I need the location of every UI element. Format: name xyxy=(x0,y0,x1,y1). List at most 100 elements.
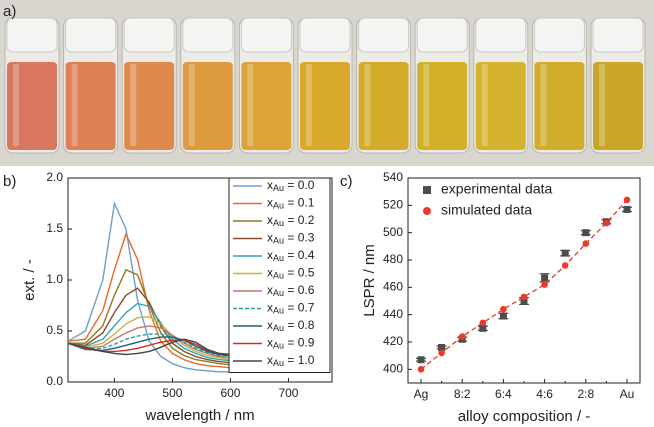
y-tick-label: 1.5 xyxy=(46,221,63,235)
y-tick-label: 420 xyxy=(383,334,403,348)
y-tick-label: 500 xyxy=(383,225,403,239)
trend-line xyxy=(420,199,628,370)
vial-liquid xyxy=(65,62,116,150)
legend-label: simulated data xyxy=(441,202,532,218)
vial-cap xyxy=(6,17,58,53)
x-axis-label: alloy composition / - xyxy=(458,408,591,425)
legend-label: xAu = 0.7 xyxy=(267,301,315,316)
panel-label: a) xyxy=(3,3,16,20)
vial-cap xyxy=(123,17,175,53)
data-point xyxy=(438,343,446,351)
x-axis-label: wavelength / nm xyxy=(144,407,254,424)
vial-cap xyxy=(475,17,527,53)
y-tick-label: 480 xyxy=(383,252,403,266)
y-axis-label: LSPR / nm xyxy=(361,244,378,317)
y-tick-label: 1.0 xyxy=(46,272,63,286)
vial-cap xyxy=(182,17,234,53)
y-tick-label: 520 xyxy=(383,198,403,212)
data-point xyxy=(520,293,528,301)
x-tick-label: 4:6 xyxy=(536,387,553,401)
legend-label: xAu = 0.3 xyxy=(267,231,315,246)
y-tick-label: 460 xyxy=(383,280,403,294)
vial-liquid xyxy=(241,62,292,150)
vial-shine xyxy=(599,64,605,146)
data-point xyxy=(417,366,425,373)
vial-shine xyxy=(130,64,137,146)
vial-liquid xyxy=(358,62,409,150)
x-tick-label: Ag xyxy=(414,387,429,401)
vial-photo xyxy=(4,17,646,154)
legend-marker xyxy=(423,186,431,194)
data-point xyxy=(623,196,631,204)
spectrum-line xyxy=(67,315,231,361)
legend-label: xAu = 0.0 xyxy=(267,178,315,193)
vial-cap xyxy=(65,17,117,53)
spectrum-line xyxy=(67,325,231,359)
data-point xyxy=(561,249,569,257)
vial-shine xyxy=(306,64,312,146)
vial-liquid xyxy=(7,62,57,150)
y-axis-label: ext. / - xyxy=(21,259,38,301)
panel-label: b) xyxy=(3,173,16,190)
data-point xyxy=(582,229,590,237)
vial-cap xyxy=(299,17,351,53)
x-tick-label: 8:2 xyxy=(454,387,471,401)
vial-cap xyxy=(533,17,585,53)
vial-shine xyxy=(364,64,371,146)
spectrum-line xyxy=(67,338,231,356)
spectrum-line xyxy=(67,333,231,358)
panel-label: c) xyxy=(340,173,353,190)
legend-label: xAu = 0.4 xyxy=(267,248,315,263)
y-tick-label: 0.0 xyxy=(46,374,63,388)
legend-label: xAu = 0.8 xyxy=(267,318,315,333)
legend-marker xyxy=(423,207,431,215)
spectrum-line xyxy=(68,268,231,366)
legend-label: xAu = 0.5 xyxy=(267,266,315,281)
x-tick-label: 400 xyxy=(104,386,124,400)
data-point xyxy=(603,219,610,227)
data-point xyxy=(541,274,549,282)
vial-shine xyxy=(188,64,195,146)
legend-label: xAu = 0.1 xyxy=(267,196,315,211)
legend-label: xAu = 0.9 xyxy=(267,336,315,351)
x-tick-label: 500 xyxy=(162,386,182,400)
spectrum-line xyxy=(67,336,231,357)
vial-shine xyxy=(481,64,488,146)
legend-label: xAu = 1.0 xyxy=(267,353,315,368)
spectrum-line xyxy=(67,302,231,362)
x-tick-label: 700 xyxy=(278,386,298,400)
x-tick-label: 2:8 xyxy=(577,387,594,401)
spectrum-line xyxy=(67,232,231,369)
vial-liquid xyxy=(182,62,233,150)
y-tick-label: 440 xyxy=(383,307,403,321)
data-point xyxy=(479,324,487,332)
data-point xyxy=(561,262,569,269)
legend-label: xAu = 0.2 xyxy=(267,213,315,228)
y-tick-label: 400 xyxy=(383,362,403,376)
x-tick-label: 600 xyxy=(220,386,240,400)
x-tick-label: 6:4 xyxy=(495,387,512,401)
y-tick-label: 0.5 xyxy=(46,323,63,337)
vial-liquid xyxy=(417,62,468,150)
data-point xyxy=(500,305,507,313)
legend-box xyxy=(228,177,331,373)
y-tick-label: 540 xyxy=(383,170,403,184)
vial-cap xyxy=(592,17,644,53)
vial-liquid xyxy=(300,62,350,150)
data-point xyxy=(582,240,590,247)
vial-shine xyxy=(423,64,430,146)
vial-cap xyxy=(416,17,468,53)
legend-label: xAu = 0.6 xyxy=(267,283,315,298)
vial-cap xyxy=(358,17,410,53)
y-tick-label: 2.0 xyxy=(46,170,63,184)
data-point xyxy=(541,281,548,288)
vial-shine xyxy=(13,64,19,146)
data-point xyxy=(623,205,631,213)
data-point xyxy=(479,319,487,327)
data-point xyxy=(499,312,507,320)
vial-shine xyxy=(247,64,254,146)
vial-cap xyxy=(240,17,292,53)
data-point xyxy=(520,297,528,305)
data-point xyxy=(458,333,466,340)
